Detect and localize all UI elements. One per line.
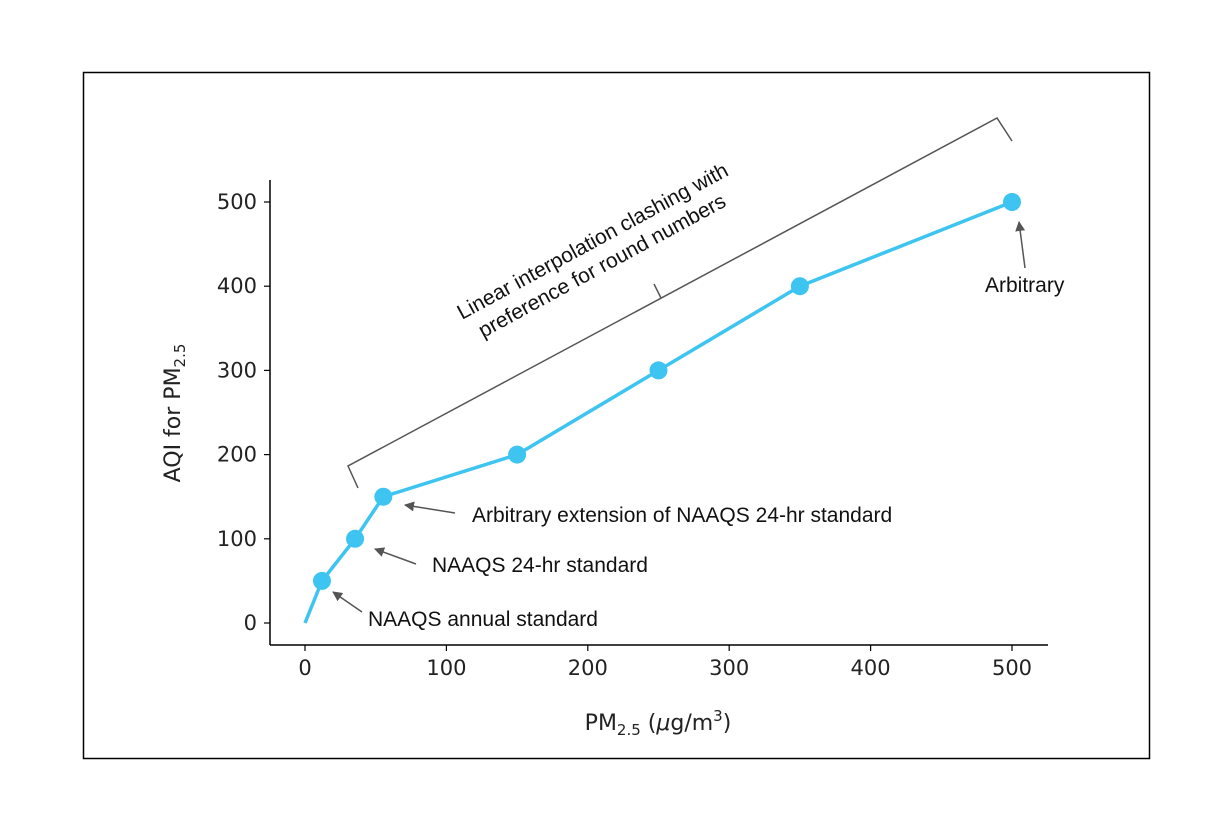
- y-tick-label: 200: [217, 443, 257, 467]
- annotation-label: NAAQS 24-hr standard: [432, 554, 648, 577]
- figure-frame: [82, 71, 1151, 760]
- bracket-label-line-2: preference for round numbers: [475, 190, 730, 343]
- annotation-arrow: [404, 501, 456, 514]
- data-point: [312, 571, 331, 590]
- annotation-arrow: [332, 591, 363, 613]
- x-tick-label: 200: [568, 656, 608, 680]
- x-tick-label: 100: [426, 656, 466, 680]
- annotation-label: Arbitrary extension of NAAQS 24-hr stand…: [472, 504, 892, 527]
- bracket-line: [347, 117, 1013, 489]
- series-line: [303, 193, 1021, 624]
- bracket-label: Linear interpolation clashing with prefe…: [453, 156, 749, 347]
- data-point: [790, 277, 809, 296]
- y-tick-label: 500: [217, 190, 257, 214]
- x-axis-label: PM2.5 (μg/m3): [585, 707, 732, 739]
- bracket-mid-tick: [653, 283, 662, 299]
- data-point: [649, 361, 668, 380]
- y-tick-label: 0: [244, 611, 257, 635]
- x-tick-label: 300: [709, 656, 749, 680]
- annotation-arrow: [374, 547, 417, 565]
- annotation-label: NAAQS annual standard: [368, 608, 598, 631]
- annotation-label: Arbitrary: [985, 274, 1065, 297]
- x-tick-label: 400: [851, 656, 891, 680]
- series-path: [303, 200, 1013, 624]
- x-tick-label: 0: [298, 656, 311, 680]
- data-point: [346, 529, 365, 548]
- y-tick-label: 100: [217, 527, 257, 551]
- y-tick-label: 400: [217, 274, 257, 298]
- data-point: [374, 487, 393, 506]
- bracket-label-line-1: Linear interpolation clashing with: [453, 159, 732, 325]
- data-point: [1003, 193, 1021, 211]
- y-axis-label: AQI for PM2.5: [161, 344, 189, 483]
- annotation-arrow: [1015, 221, 1026, 269]
- bracket: [347, 117, 1013, 489]
- y-tick-label: 300: [217, 358, 257, 382]
- data-point: [508, 445, 527, 464]
- x-tick-label: 500: [992, 656, 1032, 680]
